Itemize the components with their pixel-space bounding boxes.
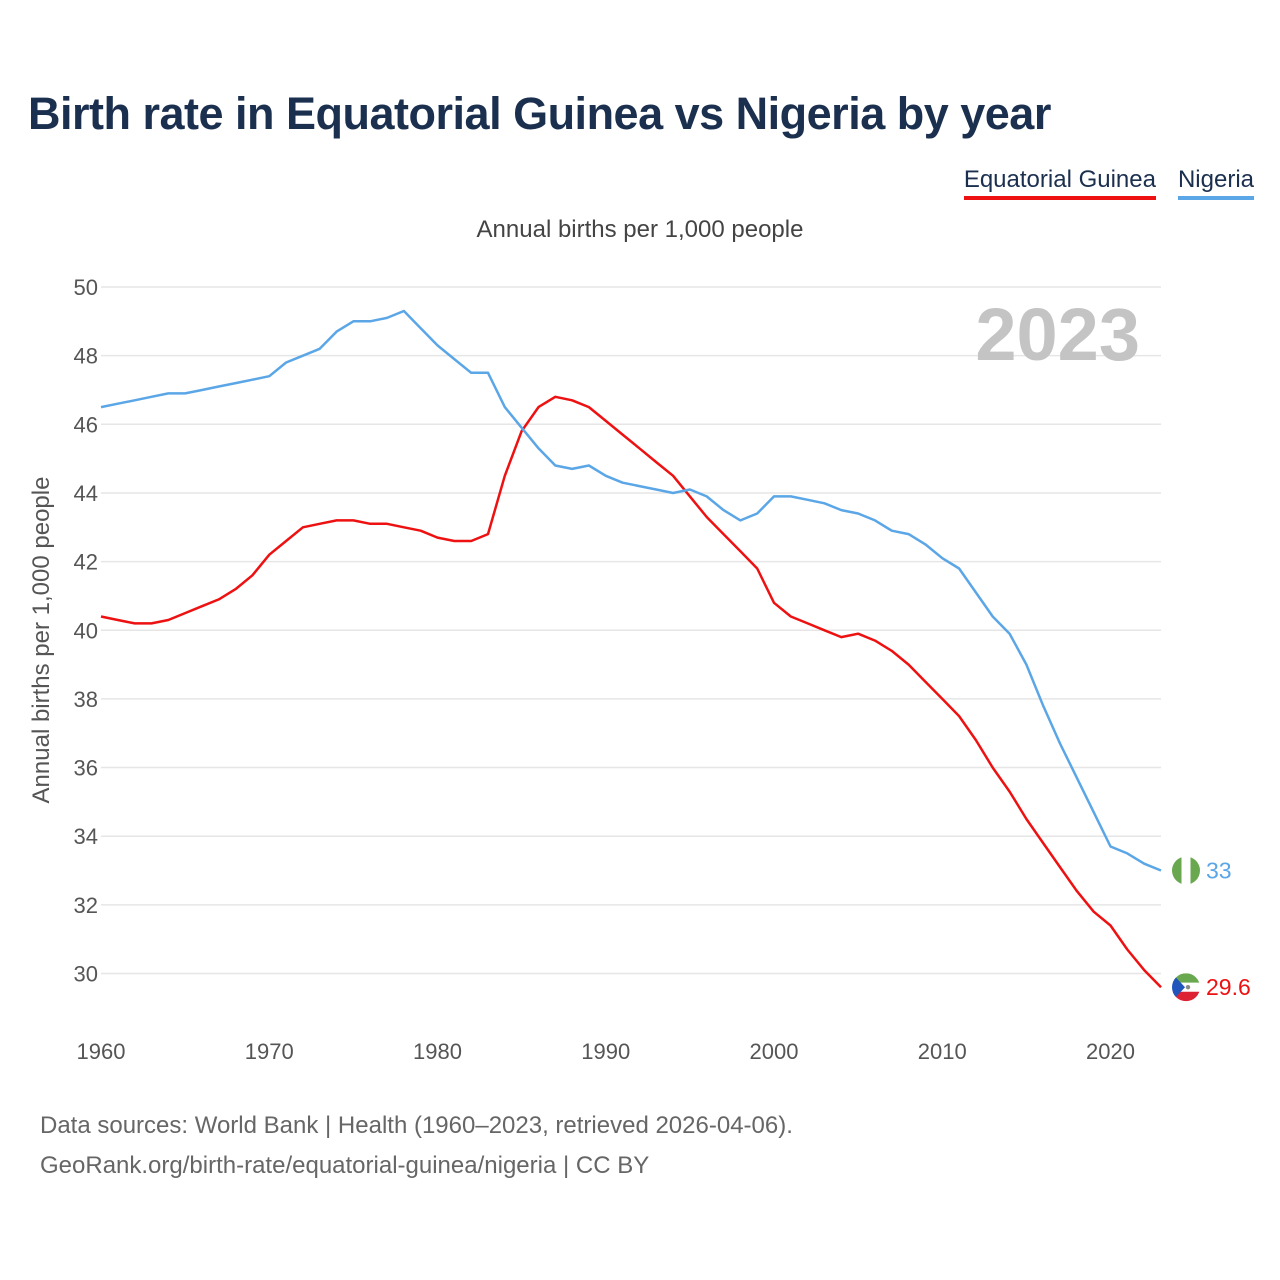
series-line-equatorial-guinea [100, 395, 1162, 989]
y-tick-label: 40 [74, 618, 98, 643]
end-value-label: 33 [1206, 858, 1232, 884]
y-tick-label: 38 [74, 687, 98, 712]
end-value-label: 29.6 [1206, 974, 1251, 1000]
legend: Equatorial Guinea Nigeria [963, 166, 1254, 200]
x-tick-label: 1980 [413, 1039, 462, 1064]
x-tick-label: 2010 [918, 1039, 967, 1064]
x-tick-label: 1970 [245, 1039, 294, 1064]
y-tick-label: 34 [74, 824, 98, 849]
chart-title: Birth rate in Equatorial Guinea vs Niger… [28, 88, 1051, 139]
x-tick-label: 2020 [1086, 1039, 1135, 1064]
y-tick-label: 42 [74, 550, 98, 575]
footer: Data sources: World Bank | Health (1960–… [40, 1106, 793, 1186]
y-tick-label: 44 [74, 481, 98, 506]
y-tick-label: 36 [74, 756, 98, 781]
y-tick-label: 30 [74, 962, 98, 987]
y-tick-label: 32 [74, 893, 98, 918]
y-tick-label: 46 [74, 412, 98, 437]
year-watermark: 2023 [975, 293, 1140, 376]
line-chart: 30 32 34 36 38 40 42 44 46 48 50 1960 1970 1980 1990 20… [74, 275, 1251, 1064]
nigeria-flag-icon [1172, 856, 1200, 885]
data-source-note: Data sources: World Bank | Health (1960–… [40, 1112, 793, 1139]
y-tick-label: 48 [74, 344, 98, 369]
legend-item-nigeria[interactable]: Nigeria [1177, 166, 1254, 200]
legend-item-equatorial-guinea[interactable]: Equatorial Guinea [963, 166, 1156, 200]
x-tick-label: 2000 [750, 1039, 799, 1064]
x-tick-label: 1960 [77, 1039, 126, 1064]
chart-subtitle: Annual births per 1,000 people [476, 216, 804, 243]
x-tick-label: 1990 [581, 1039, 630, 1064]
series-line-nigeria [100, 309, 1162, 872]
equatorial-guinea-flag-icon [1172, 973, 1200, 1002]
source-link[interactable]: GeoRank.org/birth-rate/equatorial-guinea… [40, 1152, 650, 1179]
y-tick-label: 50 [74, 275, 98, 300]
